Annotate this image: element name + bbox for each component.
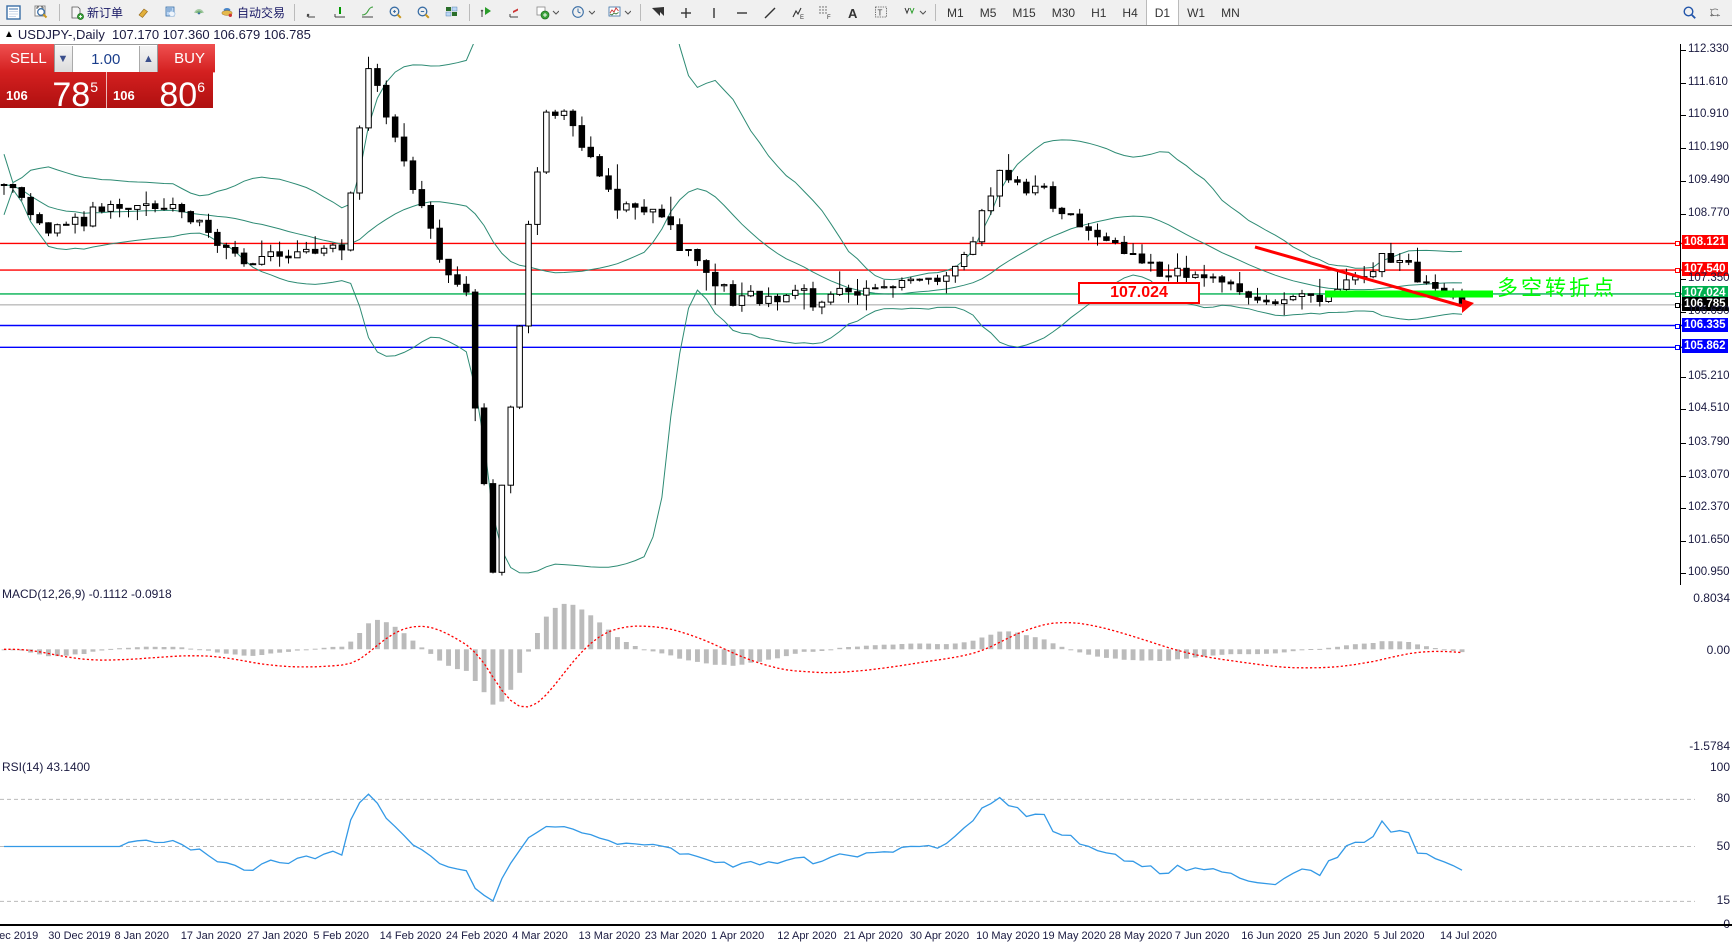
svg-text:T: T	[878, 8, 883, 17]
svg-text:A: A	[848, 6, 858, 21]
svg-text:E: E	[800, 15, 804, 21]
svg-text:F: F	[827, 15, 831, 21]
